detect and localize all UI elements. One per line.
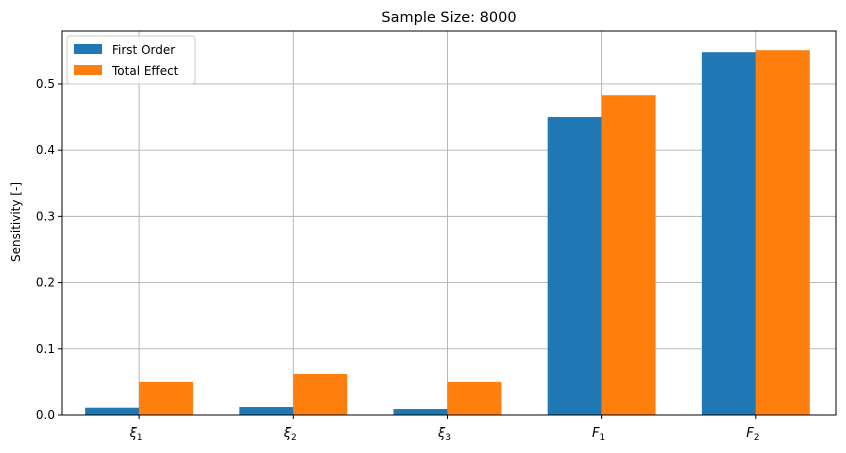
y-axis-label: Sensitivity [-]: [9, 182, 23, 262]
bar-total-effect: [293, 373, 348, 415]
y-tick-label: 0.2: [36, 276, 55, 290]
bar-total-effect: [601, 95, 656, 415]
bar-first-order: [547, 117, 602, 415]
y-tick-label: 0.1: [36, 342, 55, 356]
bars-layer: [85, 50, 810, 415]
bar-total-effect: [447, 381, 502, 415]
legend-swatch: [74, 65, 102, 75]
y-tick-label: 0.4: [36, 143, 55, 157]
plot-frame: [61, 30, 837, 416]
y-tick-label: 0.3: [36, 209, 55, 223]
bar-total-effect: [139, 381, 194, 415]
y-tick-label: 0.0: [36, 408, 55, 422]
bar-first-order: [239, 407, 294, 415]
bar-first-order: [701, 52, 756, 415]
chart-title: Sample Size: 8000: [381, 10, 516, 26]
y-tick-label: 0.5: [36, 77, 55, 91]
bar-total-effect: [755, 50, 810, 415]
legend-label: Total Effect: [111, 64, 179, 78]
legend-label: First Order: [112, 43, 175, 57]
bar-first-order: [393, 409, 448, 415]
x-tick-label: ξ2: [283, 426, 297, 443]
legend: First Order Total Effect: [66, 35, 196, 85]
x-tick-label: F2: [746, 426, 759, 443]
axis-layer: 0.0 0.1 0.2 0.3 0.4 0.5 ξ1 ξ2 ξ3 F1 F2: [36, 77, 760, 443]
x-tick-label: ξ3: [437, 426, 451, 443]
bar-first-order: [85, 407, 140, 415]
x-tick-label: F1: [592, 426, 605, 443]
x-tick-label: ξ1: [129, 426, 143, 443]
legend-swatch: [74, 44, 102, 54]
